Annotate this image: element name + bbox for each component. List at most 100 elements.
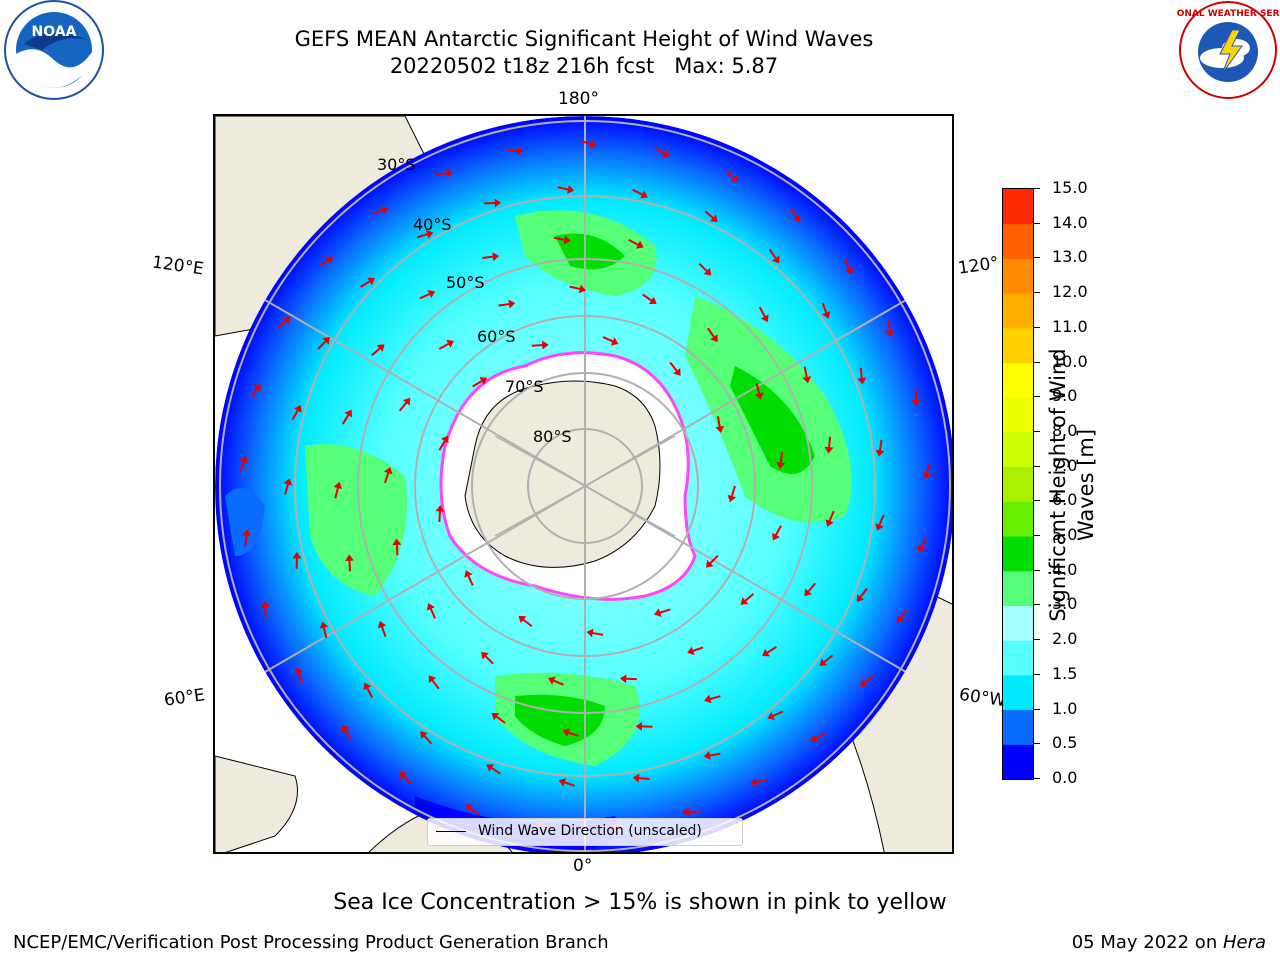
wind-arrow-head	[392, 538, 402, 546]
map-subtitle-run: 20220502 t18z 216h fcst Max: 5.87	[389, 54, 779, 78]
colorbar-swatches	[1003, 189, 1033, 779]
colorbar-band	[1003, 431, 1033, 468]
wind-arrow	[429, 608, 437, 619]
wind-arrow	[398, 401, 408, 412]
wind-arrow	[297, 672, 303, 684]
wind-arrow-head	[911, 399, 921, 407]
legend-label: Wind Wave Direction (unscaled)	[478, 823, 702, 839]
wind-arrow	[506, 149, 518, 152]
wind-arrow	[774, 525, 782, 536]
colorbar-tick-label: 3.0	[1052, 594, 1078, 614]
wind-arrow-head	[344, 409, 353, 418]
lat-label-60s: 60°S	[477, 327, 516, 346]
polar-map-canvas: 30°S 40°S 50°S 60°S 70°S 80°S	[215, 116, 952, 852]
colorbar-tick-mark	[1034, 673, 1040, 675]
wind-arrow-head	[428, 675, 437, 684]
colorbar-band	[1003, 293, 1033, 329]
wind-arrow-head	[635, 721, 643, 731]
wind-arrow-head	[283, 478, 293, 486]
wind-arrow-head	[376, 344, 385, 352]
wind-arrow	[472, 379, 483, 388]
wind-arrow-head	[293, 405, 302, 413]
wind-arrow-head	[491, 713, 500, 721]
wind-arrow	[239, 460, 245, 472]
wind-arrow-head	[673, 368, 681, 376]
longitude-label-60e: 60°E	[162, 685, 207, 711]
wind-arrow-head	[516, 146, 524, 156]
wind-arrow-head	[654, 608, 662, 617]
wind-arrow-head	[825, 519, 834, 527]
wind-arrow	[925, 462, 931, 474]
wind-arrow-head	[578, 284, 587, 294]
wind-arrow	[828, 510, 835, 522]
wind-arrow	[380, 626, 387, 638]
wind-arrow	[580, 140, 592, 146]
colorbar-tick-label: 15.0	[1052, 178, 1088, 197]
wind-arrow	[859, 367, 863, 379]
wind-arrow	[768, 248, 777, 260]
colorbar-tick-label: 0.5	[1052, 733, 1078, 753]
wind-arrow	[821, 302, 828, 314]
wind-arrow	[654, 147, 666, 155]
wind-arrow	[384, 472, 390, 484]
colorbar-tick-mark	[1034, 708, 1040, 710]
nws-logo-text: NATIONAL WEATHER SERVICE	[1176, 9, 1280, 19]
wind-arrow	[553, 679, 564, 686]
wind-arrow	[827, 436, 832, 448]
wind-arrow-head	[446, 339, 454, 348]
wind-arrow	[366, 687, 374, 698]
wind-arrow	[482, 255, 494, 260]
colorbar-tick-mark	[1034, 535, 1040, 537]
wind-arrow	[803, 366, 808, 378]
colorbar-tick-label: 5.0	[1052, 525, 1078, 545]
wind-arrow	[758, 306, 766, 318]
colorbar-band	[1003, 362, 1033, 398]
noaa-logo-text: NOAA	[32, 24, 77, 40]
wind-arrow	[341, 414, 350, 425]
colorbar-label-line2: Waves [m]	[1074, 428, 1098, 542]
wind-arrow-head	[479, 377, 488, 385]
longitude-label-120e: 120°E	[150, 252, 205, 280]
wind-arrow-head	[325, 256, 334, 264]
colorbar-band	[1003, 709, 1033, 745]
wind-arrow-head	[345, 554, 354, 561]
wind-arrow-head	[427, 290, 436, 299]
wind-arrow-head	[772, 532, 780, 541]
colorbar-band	[1003, 536, 1033, 572]
wind-arrow-head	[845, 267, 854, 275]
wind-arrow-head	[754, 392, 764, 400]
wind-arrow-head	[586, 628, 594, 638]
footer-branch: NCEP/EMC/Verification Post Processing Pr…	[13, 932, 609, 953]
wind-arrow	[322, 626, 328, 639]
colorbar-tick-label: 13.0	[1052, 247, 1088, 267]
wind-arrow	[779, 452, 784, 464]
lat-label-80s: 80°S	[533, 427, 572, 446]
colorbar-tick-mark	[1034, 743, 1040, 745]
colorbar-tick-mark	[1034, 430, 1040, 432]
wind-arrow-head	[260, 600, 270, 608]
colorbar-tick-label: 8.0	[1052, 420, 1078, 440]
wind-arrow	[886, 320, 891, 332]
wind-arrow	[709, 752, 721, 757]
sea-ice-note: Sea Ice Concentration > 15% is shown in …	[333, 890, 947, 915]
wind-arrow	[423, 734, 433, 745]
wind-arrow-head	[322, 336, 330, 345]
colorbar-tick-mark	[1034, 257, 1040, 259]
wind-arrow-head	[875, 449, 885, 457]
polar-map: 30°S 40°S 50°S 60°S 70°S 80°S	[213, 114, 954, 854]
wind-arrow	[416, 233, 428, 239]
wind-arrow-head	[253, 383, 261, 392]
wind-arrow-head	[341, 724, 350, 733]
wind-arrow	[659, 608, 671, 614]
wind-arrow-head	[381, 206, 389, 215]
colorbar-tick-mark	[1034, 292, 1040, 294]
wind-arrow	[920, 537, 928, 548]
colorbar-band	[1003, 570, 1033, 606]
colorbar-tick-label: 11.0	[1052, 316, 1088, 336]
wind-arrow	[490, 766, 501, 775]
wind-arrow	[899, 609, 908, 619]
wind-arrow	[438, 440, 446, 451]
wind-arrow-head	[767, 711, 775, 720]
wind-arrow	[592, 631, 604, 636]
colorbar-band	[1003, 223, 1033, 259]
